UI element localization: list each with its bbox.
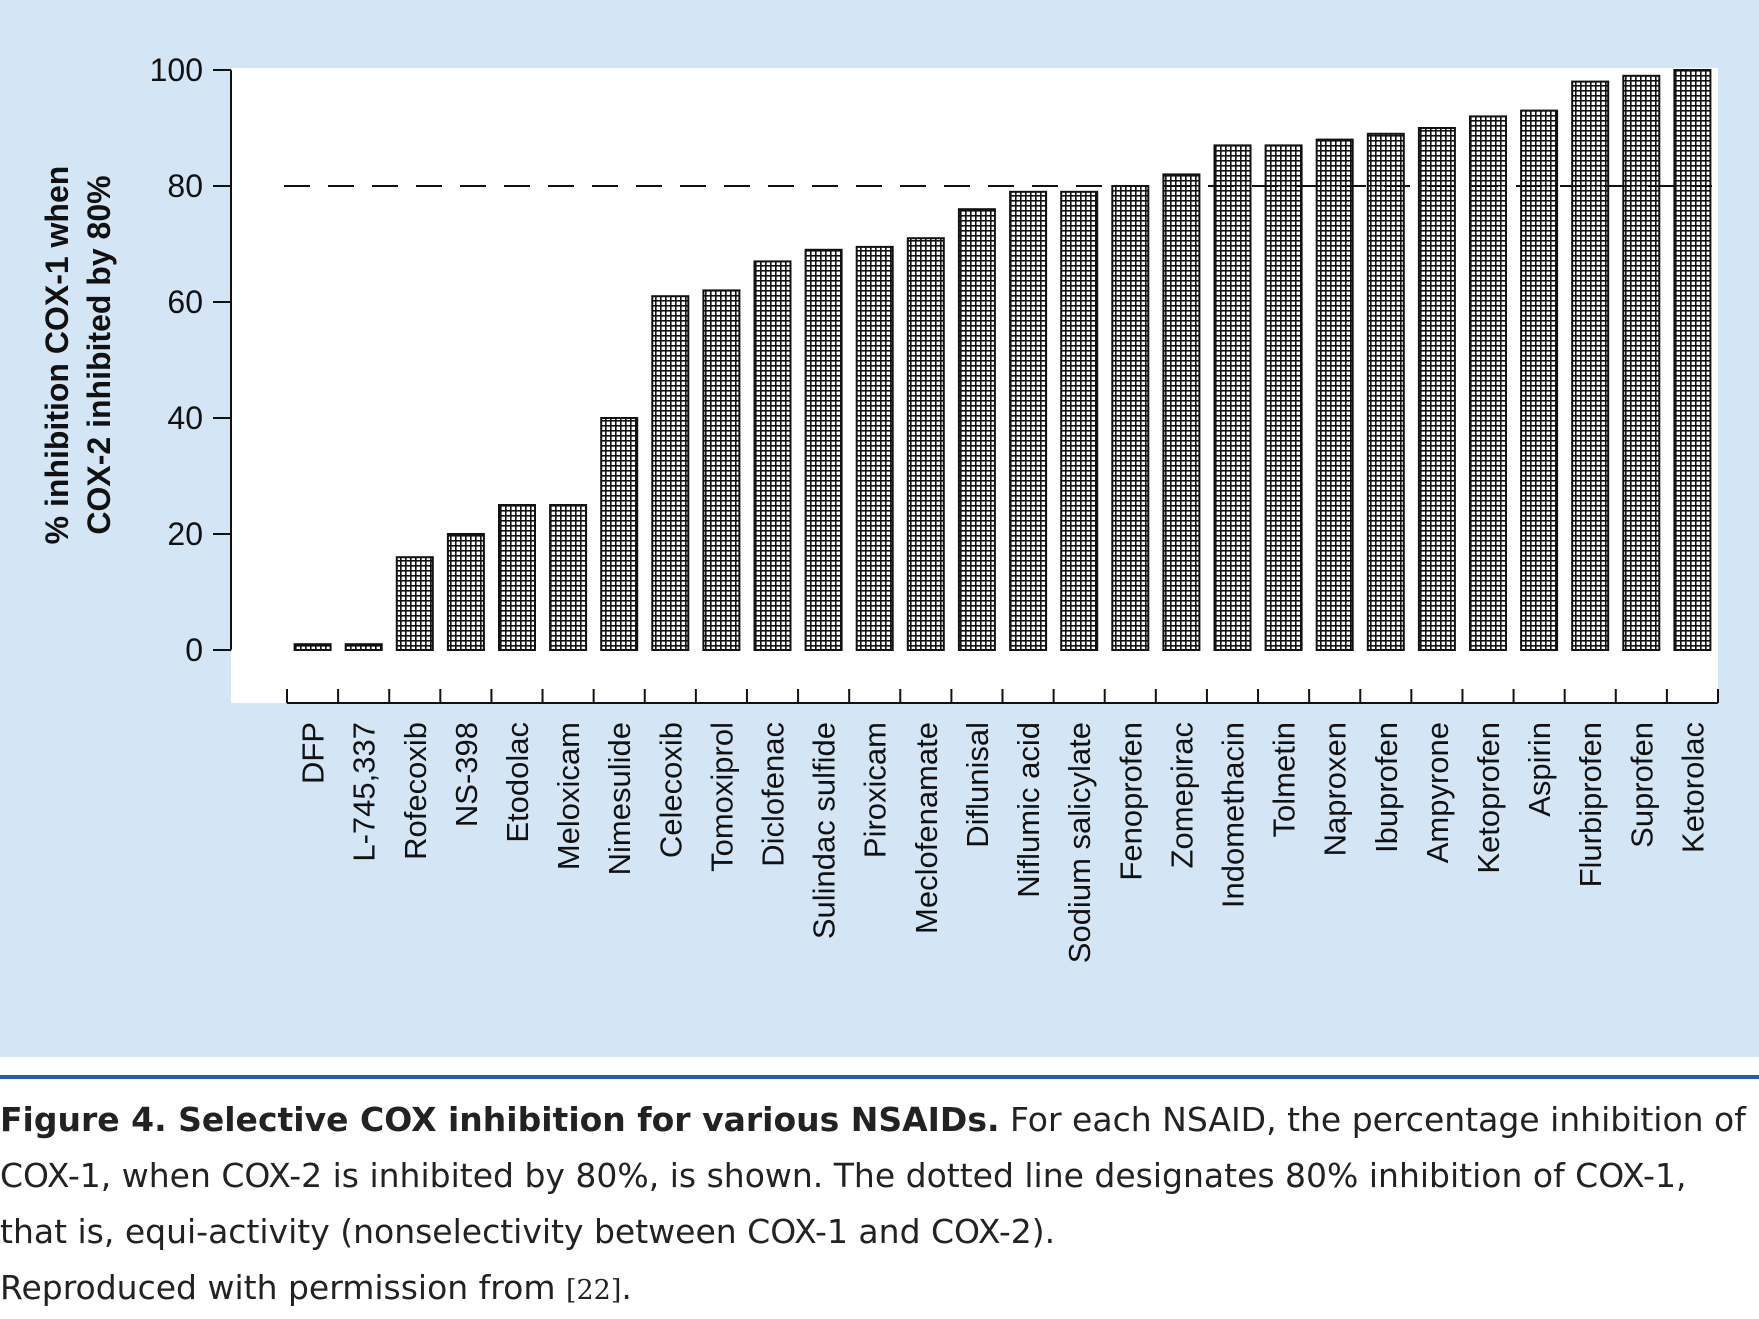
- bar: [1213, 144, 1252, 651]
- y-tick-label: 20: [167, 516, 203, 552]
- caption-line-4-end: .: [621, 1268, 632, 1307]
- caption-line-3: that is, equi-activity (nonselectivity b…: [0, 1212, 1056, 1251]
- bar: [1060, 190, 1099, 652]
- x-axis: DFP L-745,337 Rofecoxib NS-398 Etodolac Melox…: [286, 689, 1719, 963]
- y-tick-label: 100: [150, 52, 203, 88]
- y-tick-label: 40: [167, 400, 203, 436]
- x-tick-label: DFP: [296, 722, 331, 784]
- caption-line-4: Reproduced with permission from [22].: [0, 1260, 1759, 1319]
- bar: [446, 533, 485, 651]
- caption-line-1-text: For each NSAID, the percentage inhibitio…: [999, 1100, 1746, 1139]
- y-tick-label: 80: [167, 168, 203, 204]
- x-tick-label: Zomepirac: [1164, 722, 1199, 868]
- x-tick-label: Sulindac sulfide: [807, 722, 842, 939]
- bar: [753, 260, 792, 651]
- bar: [1571, 80, 1610, 652]
- y-axis: 0 20 40 60 80 100: [150, 52, 232, 668]
- x-tick-label: Rofecoxib: [398, 722, 433, 860]
- y-tick-label: 0: [185, 632, 203, 668]
- bar: [1366, 132, 1405, 652]
- bar: [1520, 109, 1559, 652]
- x-tick-label: Diflunisal: [960, 722, 995, 848]
- caption-line-4-text: Reproduced with permission from: [0, 1268, 566, 1307]
- caption-rule: [0, 1075, 1759, 1079]
- bar: [855, 245, 894, 651]
- x-tick-label: Aspirin: [1522, 722, 1557, 817]
- bar: [906, 237, 945, 651]
- bar: [1111, 185, 1150, 651]
- bar: [1162, 173, 1201, 651]
- x-tick-label: Meclofenamate: [909, 722, 944, 934]
- caption-reference: [22]: [565, 1275, 622, 1306]
- bar: [1673, 69, 1712, 651]
- y-tick-label: 60: [167, 284, 203, 320]
- caption-line-2: COX-1, when COX-2 is inhibited by 80%, i…: [0, 1156, 1687, 1195]
- bar: [1622, 74, 1661, 652]
- x-tick-label: Fenoprofen: [1113, 722, 1148, 881]
- figure-panel: 0 20 40 60 80 100 DFP L-745,337 Rofecoxib NS-398…: [0, 0, 1759, 1057]
- x-tick-label: Diclofenac: [756, 722, 791, 867]
- bar: [600, 417, 639, 651]
- bar: [1315, 138, 1354, 651]
- bar: [498, 504, 536, 651]
- x-tick-label: Celecoxib: [653, 722, 688, 858]
- bar: [804, 248, 843, 652]
- bar: [1417, 127, 1456, 651]
- caption-line-1: Figure 4. Selective COX inhibition for v…: [0, 1092, 1759, 1148]
- bar: [957, 208, 996, 651]
- x-tick-label: Suprofen: [1624, 722, 1659, 848]
- x-tick-label: Tolmetin: [1267, 722, 1302, 837]
- x-tick-label: Piroxicam: [858, 722, 893, 858]
- bar: [1009, 190, 1048, 652]
- bar: [344, 643, 383, 652]
- bar: [293, 643, 332, 652]
- x-tick-label: Ketoprofen: [1471, 722, 1506, 874]
- bar: [549, 504, 588, 651]
- bar: [395, 556, 434, 652]
- x-tick-label: Indomethacin: [1215, 722, 1250, 908]
- x-tick-label: NS-398: [449, 722, 484, 827]
- x-tick-label: Sodium salicylate: [1062, 722, 1097, 963]
- x-tick-label: Ibuprofen: [1369, 722, 1404, 853]
- x-tick-label: Tomoxiprol: [704, 722, 739, 872]
- caption-lead: Figure 4. Selective COX inhibition for v…: [0, 1100, 1000, 1139]
- y-axis-label-line2: COX-2 inhibited by 80%: [81, 175, 117, 534]
- x-tick-label: Flurbiprofen: [1573, 722, 1608, 887]
- bar: [1469, 115, 1507, 651]
- x-tick-label: Ketorolac: [1675, 722, 1710, 853]
- x-tick-label: Nimesulide: [602, 722, 637, 875]
- bar: [651, 295, 690, 651]
- x-tick-label: Naproxen: [1318, 722, 1353, 856]
- x-tick-label: Meloxicam: [551, 722, 586, 870]
- x-tick-label: L-745,337: [347, 722, 382, 862]
- x-tick-label: Ampyrone: [1420, 722, 1455, 863]
- x-tick-label: Niflumic acid: [1011, 722, 1046, 898]
- bars: [293, 69, 1712, 652]
- bar: [702, 289, 741, 651]
- x-tick-label: Etodolac: [500, 722, 535, 843]
- bar: [1264, 144, 1303, 651]
- y-axis-label-line1: % inhibition COX-1 when: [39, 166, 75, 545]
- figure-caption: Figure 4. Selective COX inhibition for v…: [0, 1092, 1759, 1319]
- bar-chart: 0 20 40 60 80 100 DFP L-745,337 Rofecoxib NS-398…: [39, 52, 1719, 963]
